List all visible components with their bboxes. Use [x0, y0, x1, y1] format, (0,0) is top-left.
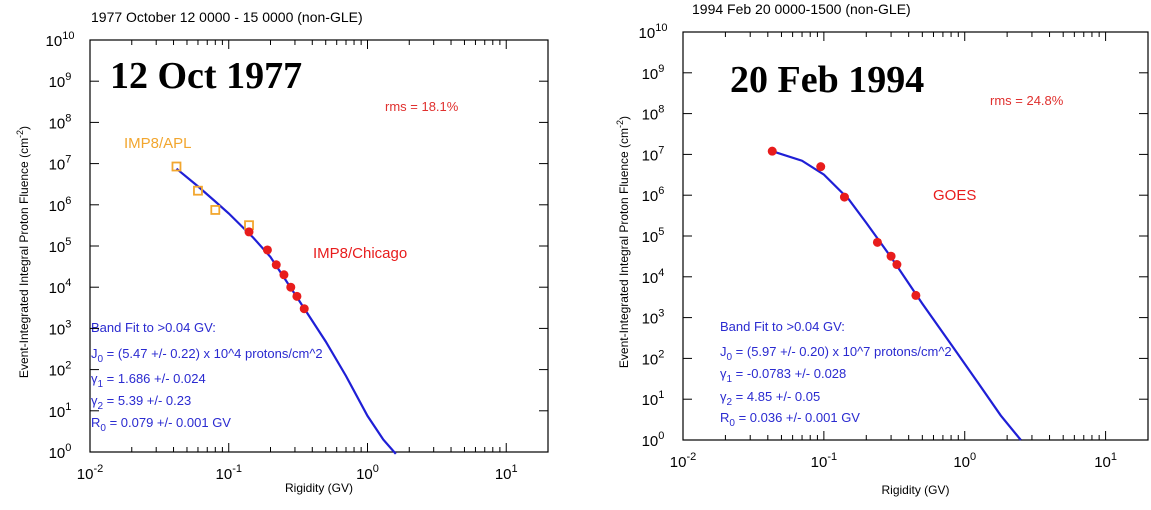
data-point: [872, 237, 882, 247]
y-tick-label: 105: [49, 236, 72, 256]
chart-header: 1977 October 12 0000 - 15 0000 (non-GLE): [91, 9, 363, 25]
fit-label: Band Fit to >0.04 GV:: [720, 319, 845, 334]
data-point: [839, 192, 849, 202]
y-tick-label: 103: [642, 308, 665, 328]
x-tick-label: 10-1: [811, 451, 837, 471]
y-tick-label: 1010: [639, 22, 668, 42]
y-tick-label: 104: [642, 267, 665, 287]
data-point: [816, 162, 826, 172]
y-axis-label: Event-Integrated Integral Proton Fluence…: [615, 116, 631, 368]
data-point: [262, 245, 272, 255]
data-point: [299, 304, 309, 314]
y-tick-label: 106: [642, 185, 665, 205]
x-axis-label: Rigidity (GV): [285, 481, 353, 495]
data-point: [886, 251, 896, 261]
fit-param-gamma2: γ2 = 5.39 +/- 0.23: [91, 393, 191, 412]
y-tick-label: 100: [642, 430, 665, 450]
x-tick-label: 101: [495, 463, 518, 483]
x-tick-label: 101: [1094, 451, 1117, 471]
chart-panel-1994: 1994 Feb 20 0000-1500 (non-GLE) 20 Feb 1…: [615, 1, 1149, 497]
y-tick-label: 107: [49, 154, 72, 174]
fit-param-gamma1: γ1 = 1.686 +/- 0.024: [91, 371, 206, 390]
y-tick-label: 106: [49, 195, 72, 215]
y-tick-label: 100: [49, 442, 72, 462]
y-tick-label: 108: [642, 104, 665, 124]
data-point: [292, 291, 302, 301]
x-tick-label: 10-2: [77, 463, 103, 483]
data-point: [193, 185, 203, 196]
fit-param-r0: R0 = 0.036 +/- 0.001 GV: [720, 410, 860, 429]
y-axis-label: Event-Integrated Integral Proton Fluence…: [15, 126, 31, 378]
y-tick-label: 103: [49, 318, 72, 338]
series-label: GOES: [933, 187, 976, 204]
x-axis-label: Rigidity (GV): [881, 483, 949, 497]
data-point: [171, 161, 182, 172]
data-point: [210, 205, 221, 215]
x-tick-label: 10-2: [670, 451, 696, 471]
fit-param-gamma1: γ1 = -0.0783 +/- 0.028: [720, 366, 846, 385]
chart-title: 20 Feb 1994: [730, 59, 924, 101]
x-tick-label: 10-1: [216, 463, 242, 483]
y-tick-label: 102: [642, 348, 665, 368]
y-tick-label: 102: [49, 360, 72, 380]
y-tick-label: 101: [642, 389, 665, 409]
data-point: [767, 146, 777, 156]
chart-title: 12 Oct 1977: [110, 55, 302, 97]
y-tick-label: 109: [49, 71, 72, 91]
fit-label: Band Fit to >0.04 GV:: [91, 320, 216, 335]
fit-param-j0: J0 = (5.47 +/- 0.22) x 10^4 protons/cm^2: [91, 346, 323, 365]
y-tick-label: 105: [642, 226, 665, 246]
fit-info: Band Fit to >0.04 GV: J0 = (5.47 +/- 0.2…: [91, 320, 323, 434]
data-point: [271, 260, 281, 270]
x-tick-label: 100: [356, 463, 379, 483]
y-tick-label: 109: [642, 63, 665, 83]
rms-label: rms = 24.8%: [990, 93, 1064, 108]
fit-info: Band Fit to >0.04 GV: J0 = (5.97 +/- 0.2…: [720, 319, 952, 429]
series-label: IMP8/Chicago: [313, 245, 407, 262]
data-point: [911, 290, 921, 300]
fit-line: [175, 167, 397, 455]
data-point: [286, 282, 296, 292]
x-tick-label: 100: [953, 451, 976, 471]
data-point: [279, 270, 289, 280]
fit-param-r0: R0 = 0.079 +/- 0.001 GV: [91, 415, 231, 434]
y-tick-label: 107: [642, 144, 665, 164]
y-tick-label: 1010: [46, 30, 75, 50]
chart-header: 1994 Feb 20 0000-1500 (non-GLE): [692, 1, 911, 17]
y-tick-label: 101: [49, 401, 72, 421]
chart-panel-1977: 1977 October 12 0000 - 15 0000 (non-GLE)…: [15, 9, 549, 495]
data-point: [244, 227, 254, 237]
y-tick-label: 104: [49, 277, 72, 297]
y-tick-label: 108: [49, 112, 72, 132]
data-point: [892, 260, 902, 270]
fit-param-gamma2: γ2 = 4.85 +/- 0.05: [720, 389, 820, 408]
rms-label: rms = 18.1%: [385, 99, 459, 114]
series-label: IMP8/APL: [124, 135, 192, 152]
fit-param-j0: J0 = (5.97 +/- 0.20) x 10^7 protons/cm^2: [720, 344, 952, 363]
